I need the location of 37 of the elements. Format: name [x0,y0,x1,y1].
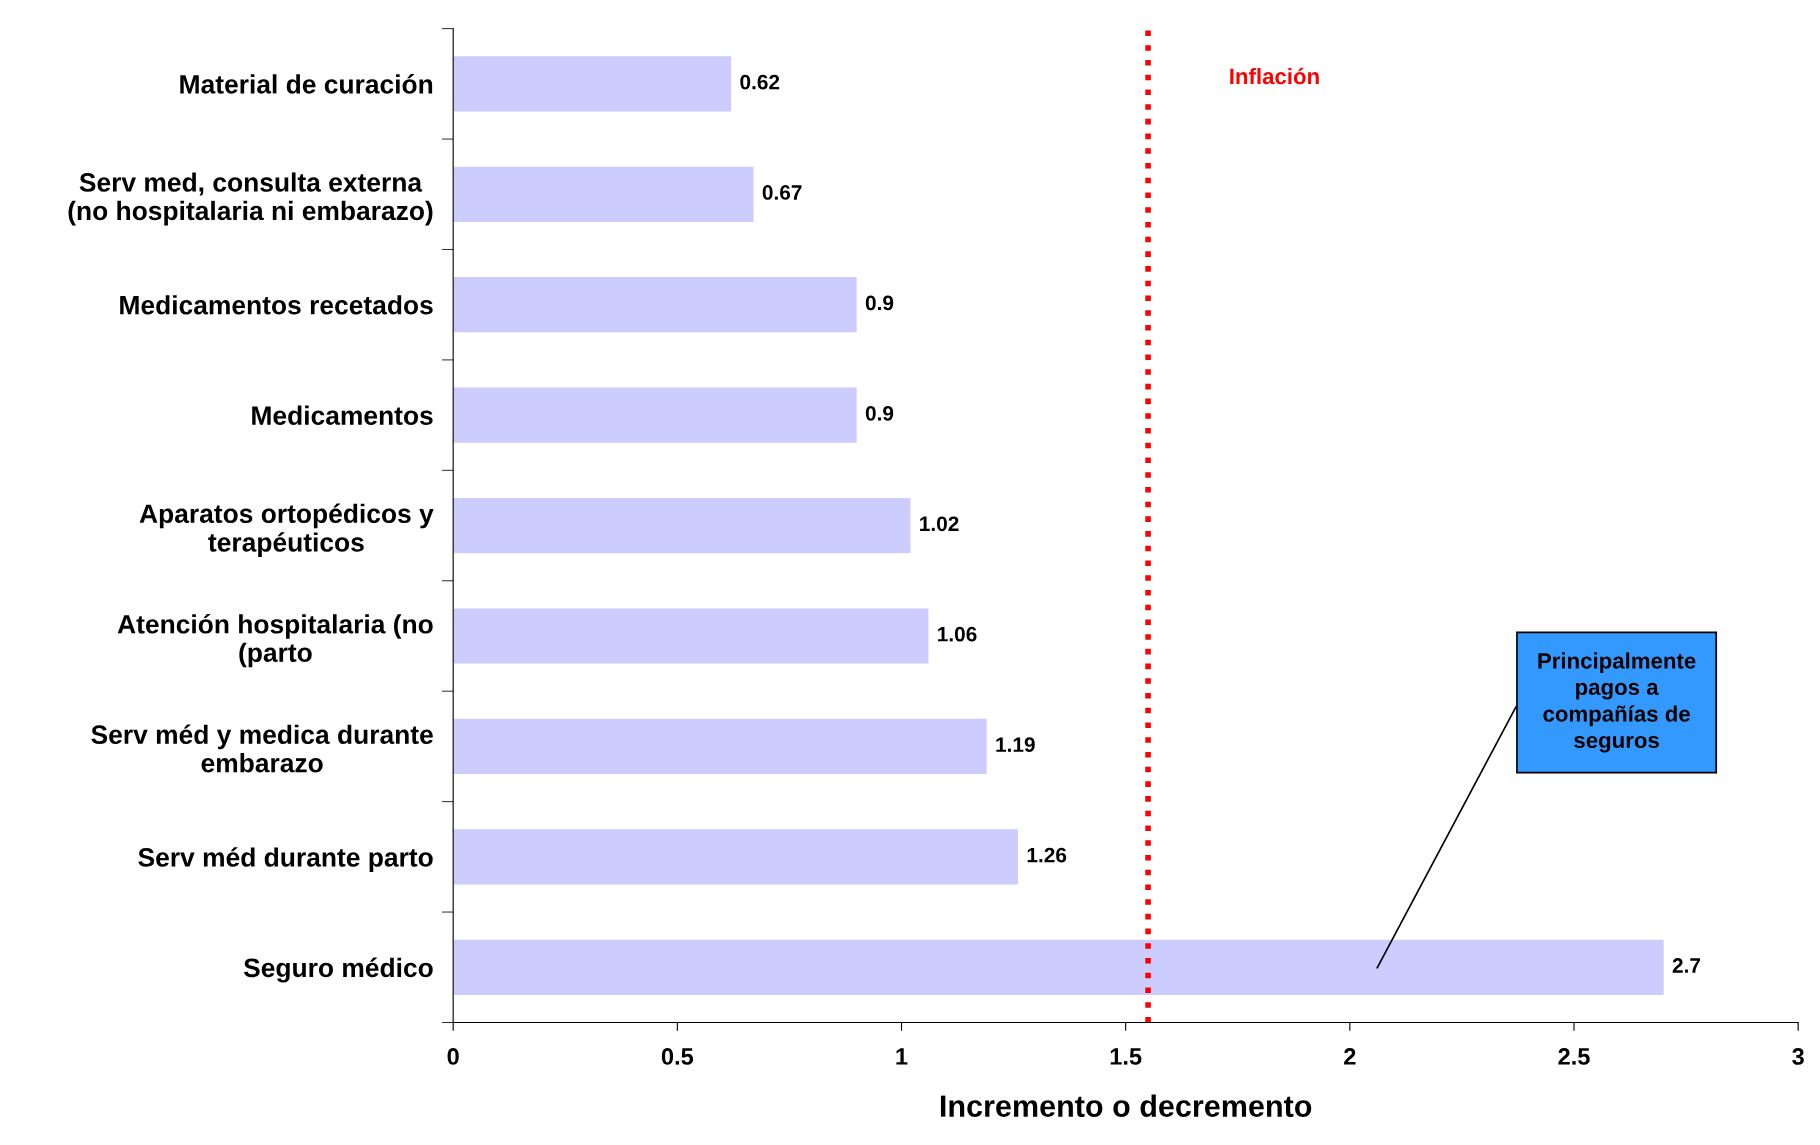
y-tick-label: Serv méd durante parto [138,847,433,872]
ref-line-label: Inflación [1230,67,1319,85]
bar [453,608,929,664]
bar [453,718,987,775]
y-tick-label: Serv med, consulta externa (no hospitalaria ni embarazo) [68,172,433,226]
x-tick-label: 1.5 [1110,1048,1142,1065]
data-label: 1.06 [938,626,977,642]
bar [453,497,911,554]
y-tick-label: Serv méd y medica durante embarazo [91,724,433,773]
bar [453,166,754,222]
data-label: 1.26 [1027,847,1067,863]
bar [453,387,857,443]
bar [453,56,732,112]
bar [453,829,1019,885]
y-tick-label: Aparatos ortopédicos y terapéuticos [139,503,434,557]
bar [453,277,857,333]
annotation: Principalmente pagos a compañías de seguros [1538,652,1696,753]
data-label: 0.9 [865,405,894,421]
x-tick-label: 2.5 [1558,1048,1590,1065]
data-label: 0.9 [865,295,894,311]
y-tick-label: Medicamentos [252,405,433,425]
x-tick-label: 3 [1792,1048,1804,1065]
x-tick-label: 2 [1344,1048,1356,1065]
data-label: 0.62 [740,74,780,90]
data-label: 1.19 [996,737,1035,753]
bar [453,939,1664,995]
x-tick-label: 0.5 [661,1048,694,1065]
data-label: 1.02 [920,516,959,532]
x-tick-label: 1 [896,1048,908,1065]
y-tick-label: Material de curación [180,74,433,94]
x-tick-label: 0 [447,1048,459,1065]
y-tick-label: Atención hospitalaria (no (parto [117,614,433,668]
y-tick-label: Medicamentos recetados [120,295,433,315]
x-axis-title: Incremento o decremento [940,1094,1312,1117]
y-tick-label: Seguro médico [243,957,433,983]
data-label: 2.7 [1672,958,1701,973]
data-label: 0.67 [762,185,802,200]
